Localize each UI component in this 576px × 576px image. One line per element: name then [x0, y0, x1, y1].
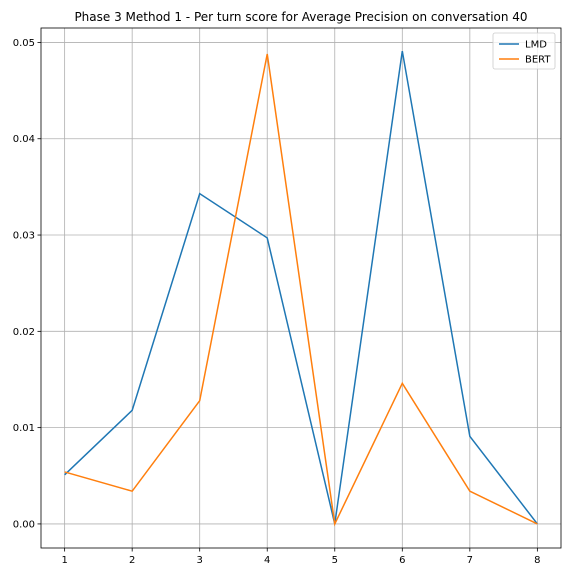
- y-tick-label: 0.02: [13, 327, 35, 338]
- x-tick-label: 8: [534, 555, 540, 566]
- chart-title: Phase 3 Method 1 - Per turn score for Av…: [74, 10, 527, 24]
- legend-label-bert: BERT: [525, 55, 551, 66]
- x-tick-label: 1: [61, 555, 67, 566]
- legend-box: [492, 32, 556, 70]
- axes: 1 2 3 4 5 6 7 8 0.00 0.01 0.02 0.03 0.04 0.05: [13, 38, 541, 566]
- grid-lines: [41, 28, 561, 548]
- x-tick-label: 3: [197, 555, 203, 566]
- x-tick-label: 2: [129, 555, 135, 566]
- series-lines: [64, 50, 538, 527]
- x-tick-label: 5: [332, 555, 338, 566]
- x-tick-label: 4: [264, 555, 270, 566]
- y-tick-label: 0.04: [13, 134, 35, 145]
- y-tick-label: 0.00: [13, 519, 35, 530]
- x-tick-label: 7: [467, 555, 473, 566]
- legend-label-lmd: LMD: [525, 40, 547, 51]
- y-tick-label: 0.05: [13, 38, 35, 49]
- series-line-bert: [64, 53, 538, 527]
- series-line-lmd: [64, 50, 538, 525]
- x-tick-label: 6: [399, 555, 405, 566]
- y-tick-label: 0.01: [13, 423, 35, 434]
- plot-frame: [40, 27, 562, 549]
- legend: LMD BERT: [492, 32, 556, 70]
- y-tick-label: 0.03: [13, 231, 35, 242]
